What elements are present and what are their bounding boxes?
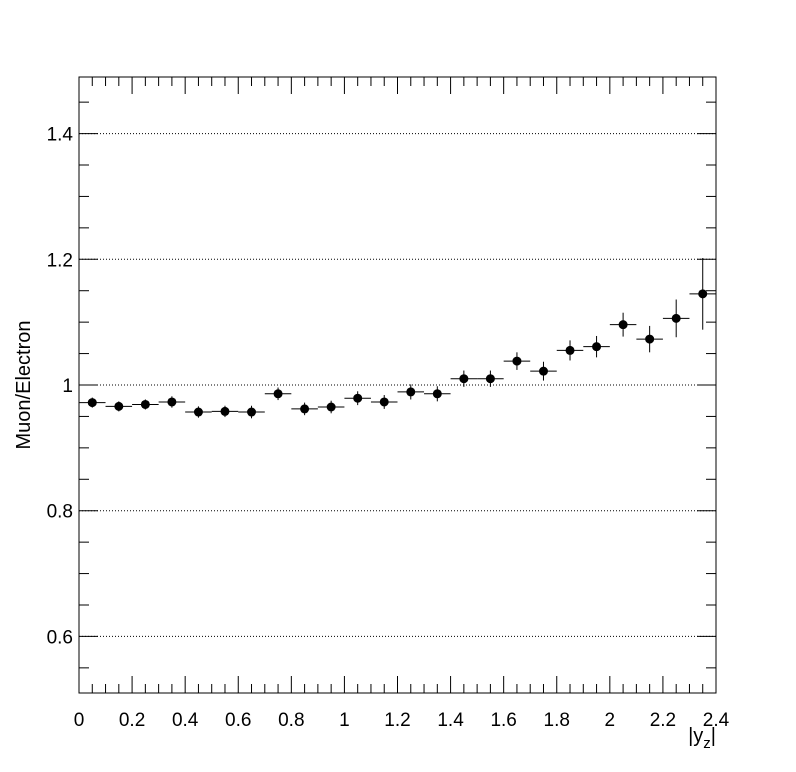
data-point <box>698 289 708 299</box>
data-point <box>459 374 469 384</box>
y-tick-labels: 0.6 0.8 1 1.2 1.4 <box>47 125 74 649</box>
data-point <box>353 393 363 403</box>
x-axis-title: |yz| <box>688 725 716 752</box>
data-point <box>167 397 177 407</box>
x-tick-label: 0.6 <box>225 710 251 731</box>
x-tick-label: 1 <box>339 710 350 731</box>
data-point <box>87 398 97 408</box>
x-tick-label: 1.4 <box>437 710 464 731</box>
data-point <box>432 389 442 399</box>
series-0 <box>79 258 716 419</box>
x-tick-label: 1.8 <box>544 710 570 731</box>
axis-ticks <box>78 77 717 693</box>
data-point <box>538 366 548 376</box>
y-tick-label: 1.2 <box>47 250 73 271</box>
y-tick-label: 1 <box>62 376 73 397</box>
data-point <box>379 397 389 407</box>
data-point <box>565 345 575 355</box>
data-point <box>193 407 203 417</box>
data-point <box>300 404 310 414</box>
x-tick-label: 2.4 <box>703 710 730 731</box>
x-tick-label: 1.2 <box>384 710 410 731</box>
data-point <box>618 320 628 330</box>
data-point <box>485 374 495 384</box>
data-point <box>247 407 257 417</box>
data-point <box>273 389 283 399</box>
data-point <box>114 401 124 411</box>
data-series <box>79 258 716 419</box>
x-tick-label: 0 <box>74 710 85 731</box>
y-tick-label: 1.4 <box>47 125 74 146</box>
data-point <box>592 342 602 352</box>
y-axis-title: Muon/Electron <box>13 321 35 450</box>
x-tick-label: 0.4 <box>172 710 199 731</box>
x-tick-label: 0.8 <box>278 710 304 731</box>
data-point <box>326 402 336 412</box>
data-point <box>512 356 522 366</box>
y-tick-label: 0.6 <box>47 627 73 648</box>
plot-frame <box>78 76 717 694</box>
data-point <box>671 313 681 323</box>
data-point <box>645 334 655 344</box>
x-tick-labels: 0 0.2 0.4 0.6 0.8 1 1.2 1.4 1.6 1.8 2 2.2 2.4 <box>74 710 730 731</box>
x-tick-label: 2.2 <box>650 710 676 731</box>
data-point <box>220 406 230 416</box>
x-tick-label: 1.6 <box>490 710 516 731</box>
x-tick-label: 2 <box>605 710 616 731</box>
y-tick-label: 0.8 <box>47 502 73 523</box>
data-point <box>140 399 150 409</box>
y-gridlines <box>79 133 716 637</box>
x-tick-label: 0.2 <box>119 710 145 731</box>
data-point <box>406 387 416 397</box>
